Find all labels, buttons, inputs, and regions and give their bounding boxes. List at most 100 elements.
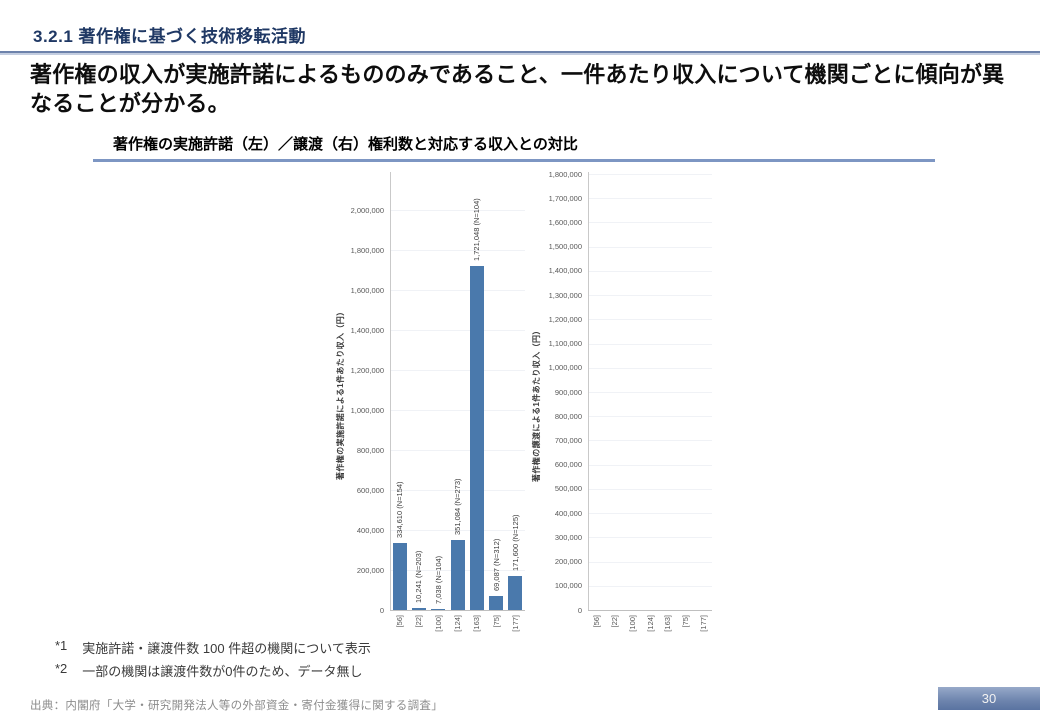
x-category-label: [177]	[510, 615, 520, 632]
y-tick-label: 800,000	[356, 445, 384, 455]
axis-line-x	[390, 610, 525, 611]
gridline	[390, 530, 525, 531]
x-category-label: [100]	[433, 615, 443, 632]
y-tick-label: 1,600,000	[350, 285, 384, 295]
section-title: 3.2.1 著作権に基づく技術移転活動	[33, 27, 307, 46]
y-tick-label: 1,000,000	[350, 405, 384, 415]
gridline	[390, 250, 525, 251]
y-tick-label: 400,000	[554, 508, 582, 518]
bar-value-label: 69,087 (N=312)	[491, 538, 501, 592]
y-tick-label: 400,000	[356, 525, 384, 535]
axis-line-x	[588, 610, 712, 611]
x-category-label: [56]	[592, 615, 602, 628]
bar-[56]	[392, 543, 407, 610]
x-category-label: [22]	[414, 615, 424, 628]
axis-line-y	[390, 172, 391, 610]
bar-value-label: 171,600 (N=125)	[510, 514, 520, 571]
x-category-label: [75]	[491, 615, 501, 628]
y-tick-label: 1,100,000	[548, 339, 582, 349]
y-tick-label: 1,500,000	[548, 242, 582, 252]
y-tick-label: 1,800,000	[548, 169, 582, 179]
bar-value-label: 10,241 (N=203)	[414, 550, 424, 603]
x-category-label: [124]	[645, 615, 655, 632]
y-tick-label: 700,000	[554, 435, 582, 445]
gridline	[588, 319, 712, 321]
x-category-label: [177]	[698, 615, 708, 632]
y-axis-title: 著作権の実施許諾による1件あたり収入（円）	[336, 307, 345, 480]
footnote-1-marker: *1	[55, 638, 68, 653]
x-category-label: [163]	[663, 615, 673, 632]
source-note: 出典：内閣府「大学・研究開発法人等の外部資金・寄付金獲得に関する調査」	[30, 700, 443, 712]
gridline	[588, 561, 712, 563]
y-tick-label: 1,300,000	[548, 290, 582, 300]
gridline	[588, 174, 712, 175]
gridline	[588, 198, 712, 200]
y-tick-label: 800,000	[554, 411, 582, 421]
gridline	[588, 367, 712, 369]
gridline	[390, 490, 525, 491]
x-category-label: [124]	[453, 615, 462, 632]
bar-[22]	[411, 607, 426, 610]
y-tick-label: 200,000	[356, 565, 384, 575]
x-category-label: [100]	[627, 615, 637, 632]
y-tick-label: 100,000	[554, 581, 582, 591]
gridline	[588, 416, 712, 418]
bar-value-label: 351,084 (N=273)	[453, 478, 462, 535]
main-message: 著作権の収入が実施許諾によるもののみであること、一件あたり収入について機関ごとに…	[30, 62, 1005, 117]
y-tick-label: 1,200,000	[350, 365, 384, 375]
y-tick-label: 0	[379, 605, 384, 615]
chart-title-underline	[93, 159, 935, 162]
gridline	[588, 464, 712, 466]
footnote-2-text: 一部の機関は譲渡件数が0件のため、データ無し	[82, 664, 363, 679]
page-number-badge: 30	[938, 687, 1040, 710]
footnote-1: *1 実施許諾・譲渡件数 100 件超の機関について表示	[55, 638, 371, 657]
bar-[177]	[508, 575, 523, 610]
bar-[100]	[431, 608, 446, 610]
gridline	[588, 295, 712, 297]
y-tick-label: 1,700,000	[548, 193, 582, 203]
y-tick-label: 300,000	[554, 532, 582, 542]
gridline	[588, 585, 712, 587]
y-tick-label: 600,000	[356, 485, 384, 495]
y-tick-label: 900,000	[554, 387, 582, 397]
x-category-label: [75]	[680, 615, 690, 628]
axis-line-y	[588, 172, 589, 610]
gridline	[588, 343, 712, 345]
gridline	[588, 440, 712, 442]
gridline	[588, 537, 712, 539]
gridline	[390, 450, 525, 451]
header-divider	[0, 51, 1040, 55]
y-tick-label: 1,800,000	[350, 245, 384, 255]
x-category-label: [22]	[610, 615, 620, 628]
gridline	[588, 246, 712, 248]
gridline	[588, 222, 712, 224]
footnote-1-text: 実施許諾・譲渡件数 100 件超の機関について表示	[82, 641, 371, 656]
y-tick-label: 1,400,000	[548, 266, 582, 276]
bar-[75]	[489, 596, 504, 610]
y-tick-label: 2,000,000	[350, 205, 384, 215]
y-tick-label: 200,000	[554, 557, 582, 567]
y-tick-label: 1,000,000	[548, 363, 582, 373]
gridline	[588, 270, 712, 272]
x-category-label: [163]	[472, 615, 482, 632]
y-tick-label: 600,000	[554, 460, 582, 470]
y-axis-title: 著作権の譲渡による1件あたり収入（円）	[532, 326, 541, 482]
chart-title: 著作権の実施許諾（左）／譲渡（右）権利数と対応する収入との対比	[113, 136, 578, 153]
x-category-label: [56]	[395, 615, 405, 628]
y-tick-label: 0	[577, 605, 582, 615]
gridline	[390, 210, 525, 211]
footnote-2: *2 一部の機関は譲渡件数が0件のため、データ無し	[55, 661, 363, 680]
gridline	[390, 290, 525, 291]
gridline	[588, 513, 712, 515]
y-tick-label: 1,600,000	[548, 217, 582, 227]
gridline	[390, 410, 525, 411]
footnote-2-marker: *2	[55, 661, 68, 676]
bar-value-label: 334,610 (N=154)	[395, 481, 405, 539]
gridline	[588, 488, 712, 490]
bar-[163]	[469, 265, 484, 610]
gridline	[390, 330, 525, 331]
bar-value-label: 1,721,048 (N=104)	[472, 198, 482, 261]
y-tick-label: 500,000	[554, 484, 582, 494]
